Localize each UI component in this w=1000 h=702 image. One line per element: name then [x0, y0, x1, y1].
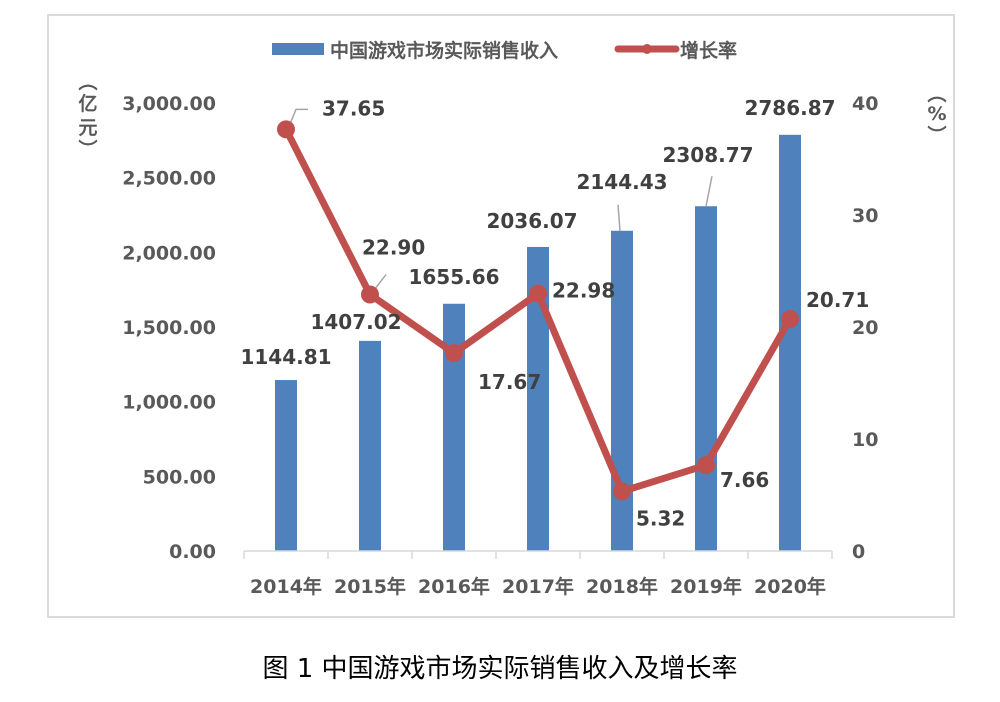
left-axis-unit: ︵ 亿 元 ︶ — [78, 71, 97, 161]
svg-text:︵: ︵ — [927, 83, 946, 105]
leader-line — [288, 108, 308, 127]
legend-bar-swatch-icon — [272, 43, 324, 55]
leader-line — [617, 204, 621, 231]
legend-line-label: 增长率 — [680, 39, 737, 62]
bar-value-label: 2144.43 — [576, 170, 667, 194]
left-tick-label: 2,500.00 — [122, 168, 216, 190]
category-label: 2014年 — [250, 575, 322, 598]
growth-value-label: 5.32 — [636, 506, 685, 530]
left-axis-ticks: 0.00 500.00 1,000.00 1,500.00 2,000.00 2,500.… — [122, 93, 216, 563]
left-tick-label: 0.00 — [169, 541, 216, 563]
svg-text:︶: ︶ — [78, 138, 97, 161]
bar — [779, 134, 801, 552]
growth-value-label: 7.66 — [720, 468, 769, 492]
growth-value-label: 37.65 — [322, 96, 385, 120]
left-tick-label: 1,000.00 — [122, 392, 216, 414]
line-marker — [361, 285, 379, 304]
left-tick-label: 500.00 — [143, 466, 216, 488]
right-tick-label: 40 — [852, 93, 878, 115]
bar — [527, 246, 549, 551]
category-label: 2019年 — [670, 575, 742, 598]
category-labels: 2014年 2015年 2016年 2017年 2018年 2019年 2020年 — [250, 575, 826, 598]
line-marker — [781, 310, 799, 329]
line-series — [277, 120, 799, 501]
right-axis-ticks: 0 10 20 30 40 — [852, 93, 878, 563]
category-label: 2015年 — [334, 575, 406, 598]
svg-text:︶: ︶ — [927, 124, 946, 147]
right-axis-unit: ︵ % ︶ — [927, 83, 946, 147]
legend: 中国游戏市场实际销售收入 增长率 — [272, 39, 737, 62]
right-tick-label: 30 — [852, 205, 878, 227]
legend-bar-label: 中国游戏市场实际销售收入 — [330, 39, 558, 62]
right-tick-label: 20 — [852, 317, 878, 339]
svg-text:%: % — [927, 103, 946, 125]
growth-value-label: 22.98 — [552, 279, 615, 303]
bar — [443, 303, 465, 551]
svg-text:︵: ︵ — [78, 71, 97, 93]
bar-value-label: 2786.87 — [744, 96, 835, 120]
line-marker — [697, 456, 715, 475]
bar — [695, 206, 717, 551]
left-tick-label: 3,000.00 — [122, 93, 216, 115]
left-tick-label: 1,500.00 — [122, 317, 216, 339]
bar-value-label: 1144.81 — [240, 345, 331, 369]
bar-value-label: 2308.77 — [662, 143, 753, 167]
bar-value-label: 1407.02 — [310, 310, 401, 334]
line-marker — [529, 284, 547, 303]
category-label: 2017年 — [502, 575, 574, 598]
growth-value-label: 20.71 — [806, 288, 869, 312]
category-label: 2016年 — [418, 575, 490, 598]
growth-value-label: 22.90 — [362, 236, 425, 260]
bar — [359, 340, 381, 551]
bar — [275, 380, 297, 551]
line-marker — [445, 344, 463, 363]
bar-value-label: 1655.66 — [408, 265, 499, 289]
svg-text:亿: 亿 — [78, 92, 97, 115]
svg-text:元: 元 — [78, 117, 97, 139]
figure-caption: 图 1 中国游戏市场实际销售收入及增长率 — [262, 654, 738, 684]
left-tick-label: 2,000.00 — [122, 242, 216, 264]
line-data-labels: 37.65 22.90 17.67 22.98 5.32 7.66 20.71 — [322, 96, 869, 530]
leader-line — [705, 176, 713, 207]
bar-value-label: 2036.07 — [486, 209, 577, 233]
x-axis — [243, 550, 833, 559]
line-marker — [277, 120, 295, 139]
bar-data-labels: 1144.81 1407.02 1655.66 2036.07 2144.43 2308.… — [240, 96, 835, 369]
right-tick-label: 10 — [852, 429, 878, 451]
line-marker — [613, 482, 631, 501]
growth-value-label: 17.67 — [478, 370, 541, 394]
legend-marker-icon — [642, 44, 652, 54]
right-tick-label: 0 — [852, 541, 865, 563]
category-label: 2018年 — [586, 575, 658, 598]
category-label: 2020年 — [754, 575, 826, 598]
